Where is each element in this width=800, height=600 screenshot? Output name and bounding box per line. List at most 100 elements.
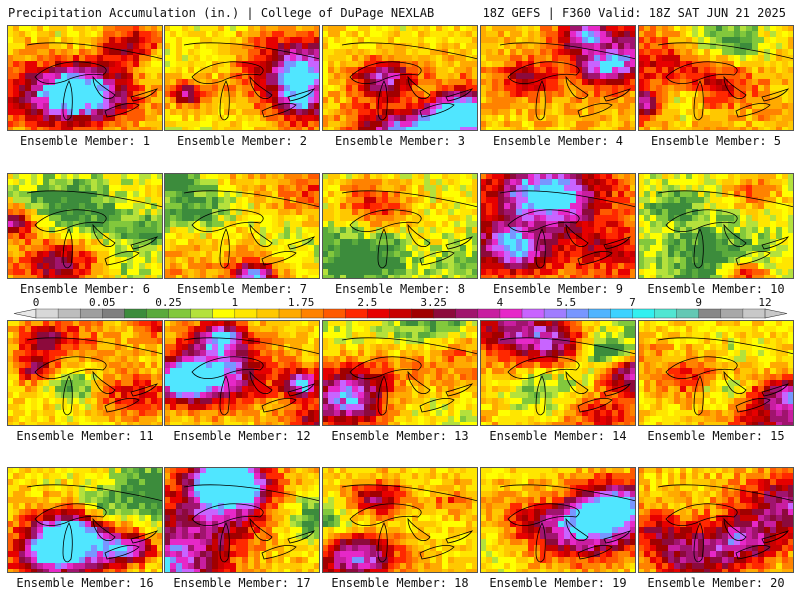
precip-map <box>7 467 163 573</box>
colorbar-swatch <box>389 308 413 319</box>
colorbar-swatch <box>234 308 258 319</box>
precip-map <box>164 25 320 131</box>
lake-outline <box>219 80 230 121</box>
lake-outline <box>219 228 230 269</box>
lake-outline <box>565 75 589 99</box>
lake-outline <box>249 517 273 541</box>
colorbar-swatch <box>124 308 148 319</box>
lake-outline <box>341 190 478 208</box>
lake-outline <box>735 103 771 118</box>
precip-map <box>7 320 163 426</box>
ensemble-member-panel: Ensemble Member: 9 <box>480 173 636 299</box>
lake-outline <box>565 517 589 541</box>
lake-outline <box>341 42 478 60</box>
precip-map <box>638 173 794 279</box>
lake-outline <box>535 522 546 563</box>
ensemble-member-panel: Ensemble Member: 10 <box>638 173 794 299</box>
colorbar-tick-label: 9 <box>695 296 703 309</box>
ensemble-member-label: Ensemble Member: 10 <box>647 282 785 296</box>
colorbar-swatch <box>345 308 368 319</box>
lake-outline <box>507 356 580 380</box>
lake-outline <box>565 370 589 394</box>
colorbar-swatch <box>610 308 634 319</box>
colorbar-swatch <box>79 308 103 319</box>
lake-outline <box>419 251 455 266</box>
lake-outline <box>377 375 388 416</box>
colorbar-swatch <box>190 308 214 319</box>
colorbar-swatch <box>477 308 501 319</box>
lake-outline <box>445 236 473 250</box>
colorbar-swatch <box>367 308 391 319</box>
lake-outline <box>603 383 631 397</box>
lake-outline <box>657 190 794 208</box>
colorbar-tick-label: 0.25 <box>155 296 182 309</box>
ensemble-member-label: Ensemble Member: 16 <box>16 576 154 590</box>
lake-outline <box>657 484 794 502</box>
colorbar-tick-label: 0 <box>32 296 40 309</box>
lake-outline <box>287 88 315 102</box>
ensemble-member-label: Ensemble Member: 12 <box>173 429 311 443</box>
lake-outline <box>249 75 273 99</box>
lake-outline <box>535 375 546 416</box>
lake-outline <box>445 530 473 544</box>
lake-outline <box>26 190 163 208</box>
ensemble-member-label: Ensemble Member: 3 <box>334 134 466 148</box>
lake-outline <box>657 337 794 355</box>
lake-outline <box>130 236 158 250</box>
lake-outline <box>445 383 473 397</box>
colorbar-tick-label: 3.25 <box>420 296 447 309</box>
lake-outline <box>349 356 422 380</box>
lake-outline <box>735 545 771 560</box>
colorbar-swatch <box>256 308 280 319</box>
precip-map <box>164 173 320 279</box>
lake-outline <box>665 61 738 85</box>
lake-outline <box>577 103 613 118</box>
colorbar-swatch <box>322 308 346 319</box>
ensemble-member-label: Ensemble Member: 9 <box>492 282 624 296</box>
lake-outline <box>665 209 738 233</box>
precip-map <box>480 173 636 279</box>
lake-outline <box>657 42 794 60</box>
lake-outline <box>92 75 116 99</box>
lake-outline <box>693 522 704 563</box>
lake-outline <box>499 42 636 60</box>
precip-map <box>7 25 163 131</box>
ensemble-member-panel: Ensemble Member: 1 <box>7 25 163 151</box>
ensemble-member-panel: Ensemble Member: 8 <box>322 173 478 299</box>
lake-outline <box>499 337 636 355</box>
colorbar-swatch <box>300 308 324 319</box>
precip-map <box>7 173 163 279</box>
precip-map <box>322 320 478 426</box>
lake-outline <box>130 530 158 544</box>
ensemble-member-label: Ensemble Member: 15 <box>647 429 785 443</box>
lake-outline <box>377 522 388 563</box>
lake-outline <box>419 398 455 413</box>
colorbar-scale <box>13 308 788 319</box>
lake-outline <box>507 61 580 85</box>
colorbar-swatch <box>212 308 236 319</box>
lake-outline <box>507 209 580 233</box>
colorbar-swatch <box>742 308 766 319</box>
ensemble-member-panel: Ensemble Member: 13 <box>322 320 478 446</box>
lake-outline <box>723 370 747 394</box>
lake-outline <box>34 209 107 233</box>
ensemble-member-panel: Ensemble Member: 4 <box>480 25 636 151</box>
lake-outline <box>761 383 789 397</box>
ensemble-member-panel: Ensemble Member: 17 <box>164 467 320 593</box>
lake-outline <box>92 517 116 541</box>
lake-outline <box>723 517 747 541</box>
colorbar-tick-label: 5.5 <box>556 296 577 309</box>
ensemble-member-label: Ensemble Member: 19 <box>489 576 627 590</box>
colorbar-swatch <box>720 308 744 319</box>
lake-outline <box>377 80 388 121</box>
ensemble-member-panel: Ensemble Member: 5 <box>638 25 794 151</box>
lake-outline <box>665 356 738 380</box>
map-title: Precipitation Accumulation (in.) | Colle… <box>8 6 435 20</box>
colorbar-swatch <box>654 308 678 319</box>
lake-outline <box>104 545 140 560</box>
ensemble-member-panel: Ensemble Member: 2 <box>164 25 320 151</box>
lake-outline <box>407 370 431 394</box>
colorbar-swatch <box>676 308 700 319</box>
colorbar-swatch <box>588 308 611 319</box>
ensemble-member-panel: Ensemble Member: 15 <box>638 320 794 446</box>
